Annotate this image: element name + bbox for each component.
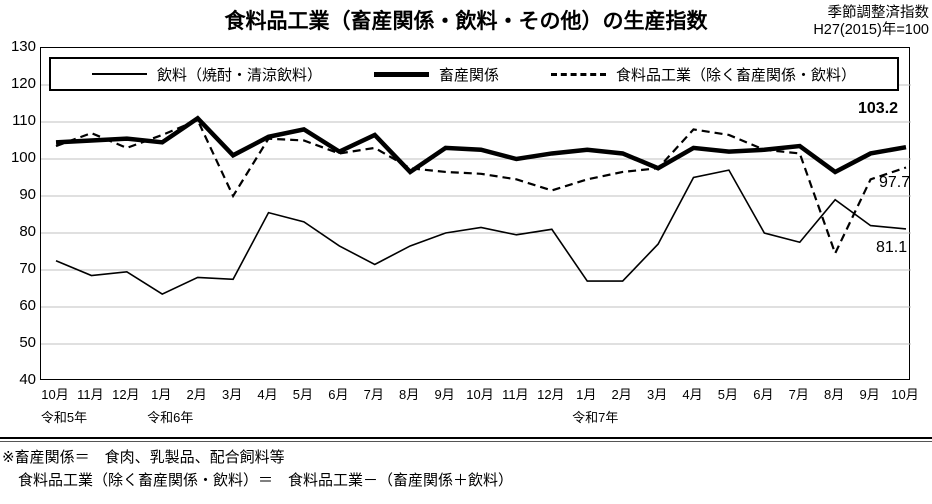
x-tick-label-19: 5月 bbox=[717, 387, 739, 402]
livestock-end-value-label: 103.2 bbox=[858, 100, 899, 117]
footnotes: ※畜産関係＝ 食肉、乳製品、配合飼料等 食料品工業（除く畜産関係・飲料）＝ 食料… bbox=[2, 446, 513, 492]
x-tick-label-4: 2月 bbox=[186, 387, 207, 402]
era-label-row: 令和5年 令和6年 令和7年 bbox=[0, 407, 932, 425]
x-tick-label-24: 10月 bbox=[891, 387, 919, 402]
x-tick-label-21: 7月 bbox=[788, 387, 809, 402]
x-tick-label-18: 4月 bbox=[682, 387, 703, 402]
y-tick-label-110: 110 bbox=[12, 112, 36, 129]
footer-separator-light bbox=[0, 441, 932, 442]
legend-label-food-industry: 食料品工業（除く畜産関係・飲料） bbox=[616, 66, 857, 84]
dashed-line-sample-icon bbox=[551, 72, 606, 76]
y-tick-label-130: 130 bbox=[10, 38, 36, 55]
x-tick-label-1: 11月 bbox=[77, 387, 104, 402]
era-label-15: 令和7年 bbox=[572, 410, 619, 425]
subtitle-base-year: H27(2015)年=100 bbox=[813, 22, 929, 38]
subtitle-index-type: 季節調整済指数 bbox=[827, 5, 930, 21]
y-tick-label-50: 50 bbox=[19, 334, 36, 351]
x-tick-label-10: 8月 bbox=[399, 387, 420, 402]
thick-line-sample-icon bbox=[373, 71, 429, 77]
x-tick-label-11: 9月 bbox=[434, 387, 455, 402]
x-tick-label-7: 5月 bbox=[292, 387, 314, 402]
legend-item-food-industry: 食料品工業（除く畜産関係・飲料） bbox=[551, 64, 856, 85]
beverage-line bbox=[55, 169, 907, 295]
x-tick-label-20: 6月 bbox=[753, 387, 774, 402]
footer-separator-heavy bbox=[0, 437, 932, 439]
x-tick-label-8: 6月 bbox=[328, 387, 349, 402]
y-tick-label-120: 120 bbox=[10, 75, 36, 92]
plot-area: 飲料（焼酎・清涼飲料） 畜産関係 食料品工業（除く畜産関係・飲料） bbox=[40, 47, 911, 380]
x-tick-label-22: 8月 bbox=[824, 387, 845, 402]
y-tick-label-60: 60 bbox=[19, 297, 36, 314]
x-tick-label-23: 9月 bbox=[859, 387, 880, 402]
x-tick-label-2: 12月 bbox=[112, 387, 140, 402]
x-tick-label-6: 4月 bbox=[257, 387, 278, 402]
x-tick-label-3: 1月 bbox=[151, 387, 172, 402]
y-axis: 40 50 60 70 80 90 100 110 120 130 bbox=[0, 0, 36, 400]
y-tick-label-40: 40 bbox=[19, 371, 36, 388]
x-tick-label-15: 1月 bbox=[576, 387, 597, 402]
legend-item-livestock: 畜産関係 bbox=[373, 64, 499, 85]
chart-subtitle: 季節調整済指数 H27(2015)年=100 bbox=[813, 5, 929, 39]
y-tick-label-100: 100 bbox=[10, 149, 36, 166]
food-industry-line bbox=[55, 118, 907, 257]
x-tick-label-14: 12月 bbox=[537, 387, 565, 402]
plot-svg bbox=[41, 84, 911, 345]
legend-item-beverage: 飲料（焼酎・清涼飲料） bbox=[91, 64, 322, 85]
legend-label-beverage: 飲料（焼酎・清涼飲料） bbox=[156, 66, 322, 84]
x-axis: 10月 11月 12月 1月 2月 3月 4月 5月 6月 7月 8月 9月 10月 11月 12月 1月 2月… bbox=[0, 384, 932, 402]
x-tick-label-5: 3月 bbox=[221, 387, 243, 402]
beverage-end-value-label: 81.1 bbox=[876, 239, 908, 256]
x-tick-label-16: 2月 bbox=[611, 387, 632, 402]
y-tick-label-90: 90 bbox=[19, 186, 36, 203]
era-label-3: 令和6年 bbox=[147, 410, 194, 425]
x-tick-label-12: 10月 bbox=[466, 387, 494, 402]
footnote-line-1: ※畜産関係＝ 食肉、乳製品、配合飼料等 bbox=[2, 449, 285, 466]
food-industry-end-value-label: 97.7 bbox=[879, 174, 911, 191]
era-label-0: 令和5年 bbox=[40, 410, 88, 425]
x-tick-label-13: 11月 bbox=[502, 387, 529, 402]
x-tick-label-9: 7月 bbox=[363, 387, 384, 402]
y-tick-label-80: 80 bbox=[19, 223, 36, 240]
legend-label-livestock: 畜産関係 bbox=[438, 66, 499, 84]
x-tick-label-0: 10月 bbox=[41, 387, 69, 402]
footnote-line-2: 食料品工業（除く畜産関係・飲料）＝ 食料品工業－（畜産関係＋飲料） bbox=[18, 472, 514, 489]
chart-title: 食料品工業（畜産関係・飲料・その他）の生産指数 bbox=[224, 10, 708, 33]
x-tick-label-17: 3月 bbox=[646, 387, 668, 402]
thin-line-sample-icon bbox=[91, 73, 147, 75]
legend-box: 飲料（焼酎・清涼飲料） 畜産関係 食料品工業（除く畜産関係・飲料） bbox=[49, 57, 899, 91]
y-tick-label-70: 70 bbox=[19, 260, 36, 277]
